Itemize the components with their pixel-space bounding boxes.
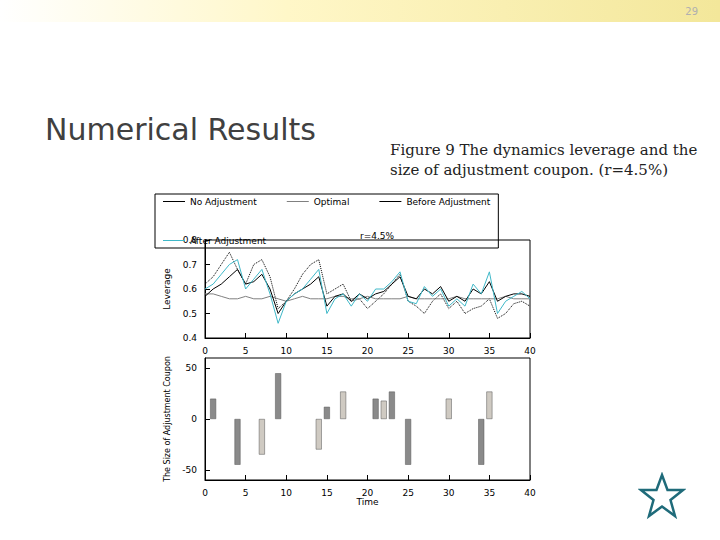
- svg-text:30: 30: [443, 488, 455, 498]
- svg-text:0: 0: [202, 346, 208, 356]
- svg-text:15: 15: [321, 346, 332, 356]
- svg-text:After Adjustment: After Adjustment: [190, 236, 267, 246]
- svg-text:0.6: 0.6: [183, 284, 198, 294]
- svg-text:5: 5: [243, 346, 249, 356]
- svg-text:20: 20: [362, 488, 374, 498]
- svg-text:15: 15: [321, 488, 332, 498]
- svg-text:50: 50: [186, 363, 198, 373]
- svg-text:Time: Time: [355, 497, 378, 507]
- svg-text:35: 35: [484, 488, 495, 498]
- svg-text:5: 5: [243, 488, 249, 498]
- svg-text:25: 25: [402, 488, 413, 498]
- svg-text:The Size of Adjustment Coupon: The Size of Adjustment Coupon: [163, 356, 172, 483]
- svg-text:0.7: 0.7: [183, 260, 197, 270]
- html-text:Figure 9 The dynamics leverage: Figure 9 The dynamics leverage and the s…: [390, 141, 698, 179]
- svg-text:0: 0: [191, 414, 197, 424]
- svg-text:0.5: 0.5: [183, 309, 197, 319]
- svg-text:r=4.5%: r=4.5%: [360, 231, 395, 241]
- svg-text:0.4: 0.4: [183, 333, 198, 343]
- svg-text:30: 30: [443, 346, 455, 356]
- svg-text:20: 20: [362, 346, 374, 356]
- html-text:29: 29: [685, 6, 698, 17]
- svg-text:Leverage: Leverage: [162, 268, 172, 310]
- svg-text:No Adjustment: No Adjustment: [190, 197, 257, 207]
- svg-text:Before Adjustment: Before Adjustment: [406, 197, 490, 207]
- html-text:Numerical Results: Numerical Results: [45, 112, 316, 147]
- svg-text:40: 40: [524, 488, 536, 498]
- svg-text:10: 10: [281, 488, 293, 498]
- svg-text:35: 35: [484, 346, 495, 356]
- svg-text:25: 25: [402, 346, 413, 356]
- svg-text:-50: -50: [182, 465, 197, 475]
- svg-text:Optimal: Optimal: [314, 197, 350, 207]
- svg-text:0: 0: [202, 488, 208, 498]
- svg-text:10: 10: [281, 346, 293, 356]
- svg-text:40: 40: [524, 346, 536, 356]
